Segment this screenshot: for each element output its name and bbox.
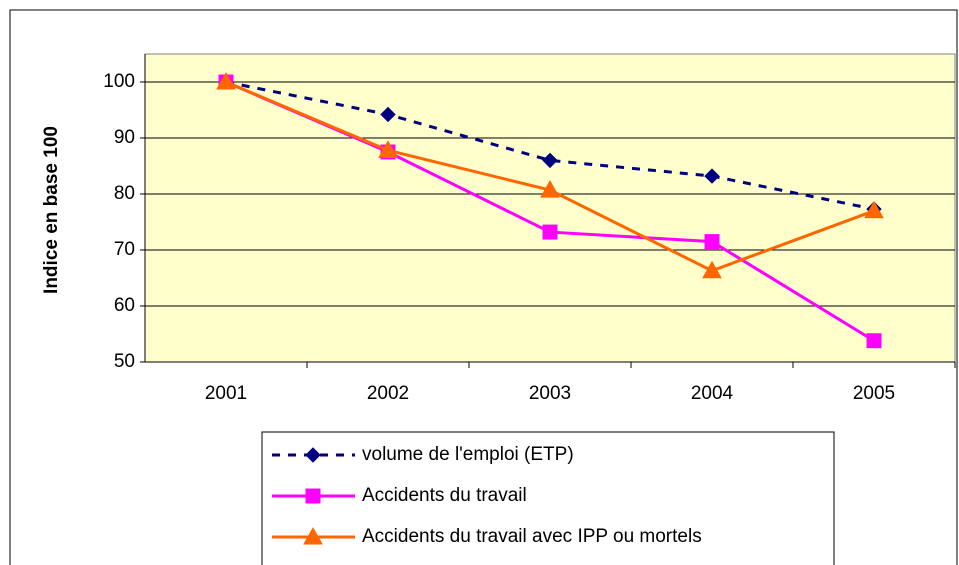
marker: [305, 447, 321, 463]
series-line: [225, 80, 875, 211]
legend-label: volume de l'emploi (ETP): [362, 444, 574, 465]
legend: [261, 431, 835, 565]
marker: [864, 200, 884, 219]
y-tick-label: 60: [114, 295, 135, 316]
marker: [303, 526, 323, 545]
y-tick-label: 50: [114, 351, 135, 372]
x-tick-label: 2005: [853, 383, 895, 404]
y-tick-label: 100: [103, 71, 135, 92]
y-tick-label: 80: [114, 183, 135, 204]
marker: [866, 333, 882, 349]
x-tick-label: 2002: [367, 383, 409, 404]
marker: [704, 168, 720, 184]
marker: [702, 260, 722, 279]
marker: [542, 224, 558, 240]
legend-label: Accidents du travail: [362, 485, 527, 506]
marker: [380, 106, 396, 123]
y-tick-label: 70: [114, 239, 135, 260]
x-tick-label: 2001: [205, 383, 247, 404]
marker: [542, 152, 558, 169]
y-axis-label: Indice en base 100: [41, 126, 62, 294]
marker: [305, 488, 321, 504]
marker: [540, 180, 560, 198]
x-tick-label: 2004: [691, 383, 734, 404]
legend-label: Accidents du travail avec IPP ou mortels: [362, 526, 702, 547]
marker: [216, 71, 236, 90]
marker: [704, 234, 720, 250]
x-tick-label: 2003: [529, 383, 571, 404]
marker: [378, 140, 398, 158]
y-tick-label: 90: [114, 127, 135, 148]
